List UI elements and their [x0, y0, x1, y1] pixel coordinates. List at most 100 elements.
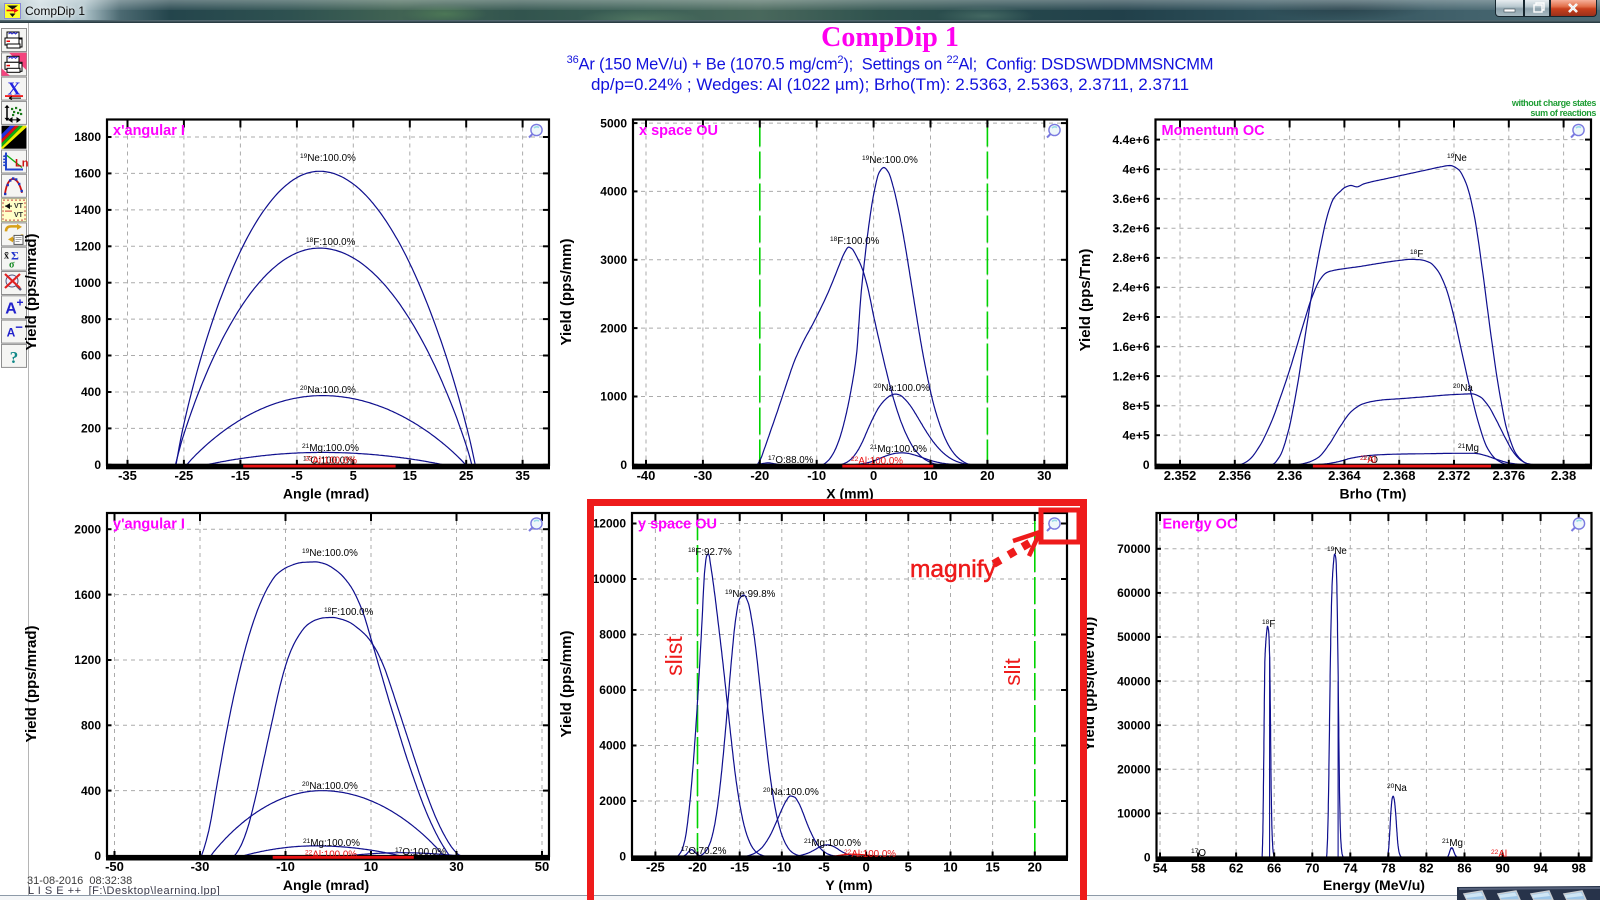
- svg-text:Angle (mrad): Angle (mrad): [283, 877, 369, 893]
- svg-text:10: 10: [923, 468, 937, 483]
- svg-text:21Mg: 21Mg: [1442, 838, 1463, 849]
- svg-text:-10: -10: [772, 860, 791, 875]
- svg-text:2000: 2000: [74, 523, 101, 537]
- svg-text:+: +: [16, 295, 23, 309]
- svg-text:21Mg:100.0%: 21Mg:100.0%: [870, 444, 927, 455]
- svg-text:3.6e+6: 3.6e+6: [1112, 192, 1149, 206]
- svg-text:2.8e+6: 2.8e+6: [1112, 251, 1149, 265]
- svg-text:30: 30: [1037, 468, 1051, 483]
- svg-text:0: 0: [619, 850, 626, 864]
- svg-text:y space OU: y space OU: [638, 517, 717, 533]
- svg-text:1600: 1600: [74, 167, 101, 181]
- svg-text:x̄: x̄: [4, 251, 9, 262]
- svg-text:-5: -5: [818, 860, 830, 875]
- svg-text:19Ne:100.0%: 19Ne:100.0%: [300, 153, 356, 164]
- svg-text:82: 82: [1419, 861, 1433, 876]
- svg-text:0: 0: [94, 849, 101, 863]
- svg-text:2e+6: 2e+6: [1122, 310, 1149, 324]
- svg-text:2000: 2000: [599, 794, 626, 808]
- svg-text:17O: 17O: [1363, 455, 1378, 466]
- svg-text:21Mg:100.0%: 21Mg:100.0%: [804, 838, 861, 849]
- svg-text:30000: 30000: [1117, 718, 1151, 732]
- svg-text:20000: 20000: [1117, 763, 1151, 777]
- svg-text:1200: 1200: [74, 653, 101, 667]
- svg-text:20Na:100.0%: 20Na:100.0%: [763, 787, 819, 798]
- svg-text:1.6e+6: 1.6e+6: [1112, 340, 1149, 354]
- svg-text:-25: -25: [175, 468, 194, 483]
- svg-text:Y (mm): Y (mm): [825, 877, 872, 893]
- svg-text:70: 70: [1305, 861, 1319, 876]
- svg-text:90: 90: [1495, 861, 1509, 876]
- svg-text:A: A: [5, 300, 17, 317]
- svg-text:4e+6: 4e+6: [1122, 162, 1149, 176]
- svg-text:Yield (pps/Tm): Yield (pps/Tm): [1077, 249, 1094, 352]
- svg-text:10: 10: [943, 860, 957, 875]
- svg-text:1200: 1200: [74, 240, 101, 254]
- svg-text:22Al: 22Al: [1491, 849, 1507, 860]
- svg-text:19Ne:99.8%: 19Ne:99.8%: [725, 589, 776, 600]
- svg-text:4000: 4000: [599, 739, 626, 753]
- svg-text:4000: 4000: [600, 185, 627, 199]
- svg-text:21Mg:100.0%: 21Mg:100.0%: [302, 443, 359, 454]
- svg-text:10000: 10000: [1117, 807, 1151, 821]
- svg-text:1.2e+6: 1.2e+6: [1112, 369, 1149, 383]
- svg-text:-30: -30: [191, 859, 210, 874]
- svg-text:0: 0: [94, 458, 101, 472]
- svg-text:2.368: 2.368: [1383, 468, 1416, 483]
- svg-text:18F:100.0%: 18F:100.0%: [306, 237, 356, 248]
- svg-text:800: 800: [81, 312, 101, 326]
- svg-text:2.36: 2.36: [1277, 468, 1302, 483]
- svg-text:Energy OC: Energy OC: [1163, 517, 1238, 533]
- svg-text:-40: -40: [637, 468, 656, 483]
- svg-text:-20: -20: [688, 860, 707, 875]
- svg-text:3.2e+6: 3.2e+6: [1112, 222, 1149, 236]
- svg-text:Brho (Tm): Brho (Tm): [1340, 486, 1407, 502]
- svg-text:1800: 1800: [74, 130, 101, 144]
- svg-text:−: −: [15, 320, 23, 335]
- svg-text:-10: -10: [807, 468, 826, 483]
- svg-text:15: 15: [985, 860, 999, 875]
- svg-text:18F: 18F: [1410, 249, 1423, 260]
- svg-text:18F:92.7%: 18F:92.7%: [688, 547, 732, 558]
- svg-text:19Ne: 19Ne: [1447, 153, 1467, 164]
- svg-text:Yield (pps/mm): Yield (pps/mm): [558, 631, 575, 738]
- svg-text:5: 5: [350, 468, 357, 483]
- svg-text:19Ne: 19Ne: [1327, 546, 1347, 557]
- svg-text:25: 25: [459, 468, 473, 483]
- svg-text:-15: -15: [231, 468, 250, 483]
- svg-text:20: 20: [1028, 860, 1042, 875]
- svg-text:X: X: [8, 79, 21, 99]
- svg-text:Yield (pps/mrad): Yield (pps/mrad): [23, 626, 40, 743]
- svg-text:22Al:100.0%: 22Al:100.0%: [844, 849, 896, 860]
- svg-text:0: 0: [862, 860, 869, 875]
- svg-text:Angle (mrad): Angle (mrad): [283, 486, 369, 502]
- svg-text:30: 30: [449, 859, 463, 874]
- svg-text:slist: slist: [661, 636, 687, 676]
- svg-text:19Ne:100.0%: 19Ne:100.0%: [862, 155, 918, 166]
- svg-text:0: 0: [620, 458, 627, 472]
- svg-text:5: 5: [905, 860, 912, 875]
- svg-text:x'angular I: x'angular I: [113, 123, 185, 139]
- svg-text:400: 400: [81, 385, 101, 399]
- svg-text:20Na:100.0%: 20Na:100.0%: [874, 383, 930, 394]
- svg-text:3000: 3000: [600, 253, 627, 267]
- svg-text:5000: 5000: [600, 116, 627, 130]
- svg-text:22Al: 22Al: [1360, 455, 1376, 466]
- svg-text:20Na:100.0%: 20Na:100.0%: [300, 385, 356, 396]
- svg-text:-5: -5: [291, 468, 303, 483]
- svg-text:62: 62: [1229, 861, 1243, 876]
- svg-text:17O: 17O: [1191, 848, 1206, 859]
- svg-text:35: 35: [515, 468, 529, 483]
- svg-text:94: 94: [1533, 861, 1548, 876]
- svg-text:98: 98: [1571, 861, 1585, 876]
- svg-text:12000: 12000: [593, 517, 627, 531]
- svg-text:-20: -20: [750, 468, 769, 483]
- svg-text:1400: 1400: [74, 203, 101, 217]
- svg-text:6000: 6000: [599, 683, 626, 697]
- svg-text:x space OU: x space OU: [639, 123, 718, 139]
- svg-text:slit: slit: [1000, 658, 1025, 686]
- svg-text:0: 0: [870, 468, 877, 483]
- svg-text:X (mm): X (mm): [826, 486, 873, 502]
- svg-text:1000: 1000: [600, 390, 627, 404]
- svg-text:Yield (pps/(MeV/u)): Yield (pps/(MeV/u)): [1081, 617, 1098, 751]
